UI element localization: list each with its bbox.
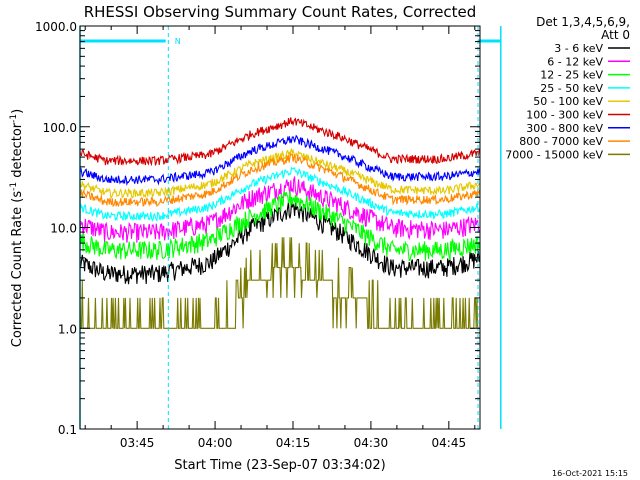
legend-header-line-1: Det 1,3,4,5,6,9, [536,15,630,29]
series-line-6 [80,117,480,167]
series-line-1 [80,201,480,285]
series-line-7 [80,134,480,187]
legend-label-1: 3 - 6 keV [554,42,603,55]
legend-label-2: 6 - 12 keV [547,55,603,68]
y-tick-label-3: 10.0 [50,222,77,236]
legend-label-4: 25 - 50 keV [540,82,603,95]
flag-bar-label-1: N [175,37,181,46]
legend-label-6: 100 - 300 keV [526,109,603,122]
x-tick-label-2: 04:00 [198,436,233,450]
x-axis: 03:45 04:00 04:15 04:30 04:45 [84,26,476,450]
series-line-9 [80,237,480,329]
y-axis-label-exp-1: -1 [9,182,19,191]
y-tick-label-2: 1.0 [58,322,77,336]
x-tick-label-1: 03:45 [120,436,155,450]
x-tick-label-3: 04:15 [276,436,311,450]
series-line-3 [80,190,480,262]
y-axis-label-main: Corrected Count Rate (s [10,191,25,348]
series-layer [80,117,480,329]
y-axis-label: Corrected Count Rate (s-1 detector-1) [9,109,25,347]
legend-label-7: 300 - 800 keV [526,122,603,135]
y-tick-label-1: 0.1 [58,423,77,437]
legend-label-9: 7000 - 15000 keV [505,148,603,161]
y-axis-label-end: ) [10,109,25,114]
x-tick-label-4: 04:30 [354,436,389,450]
series-line-8 [80,152,480,208]
series-line-2 [80,175,480,243]
y-tick-label-4: 100.0 [43,121,77,135]
x-tick-label-5: 04:45 [432,436,467,450]
legend-label-8: 800 - 7000 keV [519,135,603,148]
y-tick-label-5: 1000.0 [35,20,77,34]
y-axis: 0.1 1.0 10.0 100.0 1000.0 [35,20,480,437]
y-axis-label-exp-2: -1 [9,114,19,123]
chart-title: RHESSI Observing Summary Count Rates, Co… [84,3,477,21]
legend-label-5: 50 - 100 keV [533,95,603,108]
legend-header-line-2: Att 0 [601,28,630,42]
timestamp: 16-Oct-2021 15:15 [552,469,628,478]
legend-label-3: 12 - 25 keV [540,69,603,82]
x-axis-label: Start Time (23-Sep-07 03:34:02) [174,458,385,473]
series-line-4 [80,166,480,223]
y-axis-label-mid: detector [10,122,25,182]
